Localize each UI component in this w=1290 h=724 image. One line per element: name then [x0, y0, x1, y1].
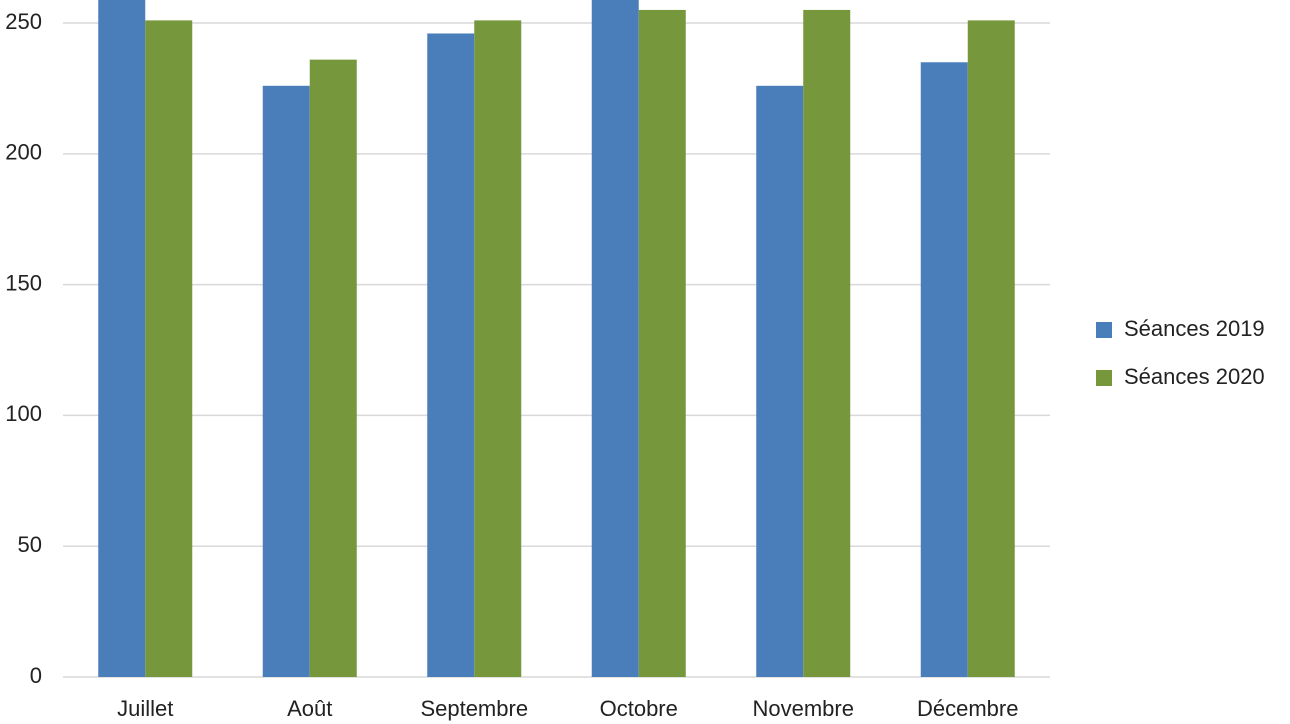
- bar: [967, 20, 1015, 677]
- bar: [591, 0, 639, 677]
- bar: [427, 33, 475, 677]
- bars: [98, 0, 1015, 677]
- bar: [803, 9, 851, 677]
- grid: [63, 22, 1050, 678]
- labels: 0 50 100 150 200 250 Juillet Août Septembre Octob…: [5, 9, 1264, 721]
- legend-label: Séances 2020: [1124, 364, 1265, 389]
- bar: [309, 59, 357, 677]
- x-tick-label: Juillet: [117, 696, 173, 721]
- legend-swatch: [1096, 322, 1112, 338]
- x-tick-label: Septembre: [420, 696, 528, 721]
- y-tick-label: 50: [18, 532, 42, 557]
- bar: [145, 20, 193, 677]
- legend-swatch: [1096, 370, 1112, 386]
- bar: [638, 9, 686, 677]
- legend-label: Séances 2019: [1124, 316, 1265, 341]
- bar: [262, 85, 310, 677]
- bar: [474, 20, 522, 677]
- x-tick-label: Octobre: [600, 696, 678, 721]
- x-tick-label: Décembre: [917, 696, 1018, 721]
- y-tick-label: 150: [5, 270, 42, 295]
- bar: [920, 62, 968, 677]
- x-tick-label: Novembre: [753, 696, 854, 721]
- x-tick-label: Août: [287, 696, 332, 721]
- y-tick-label: 100: [5, 401, 42, 426]
- bar: [756, 85, 804, 677]
- y-tick-label: 250: [5, 9, 42, 34]
- y-tick-label: 200: [5, 140, 42, 165]
- y-tick-label: 0: [30, 663, 42, 688]
- bar: [98, 0, 146, 677]
